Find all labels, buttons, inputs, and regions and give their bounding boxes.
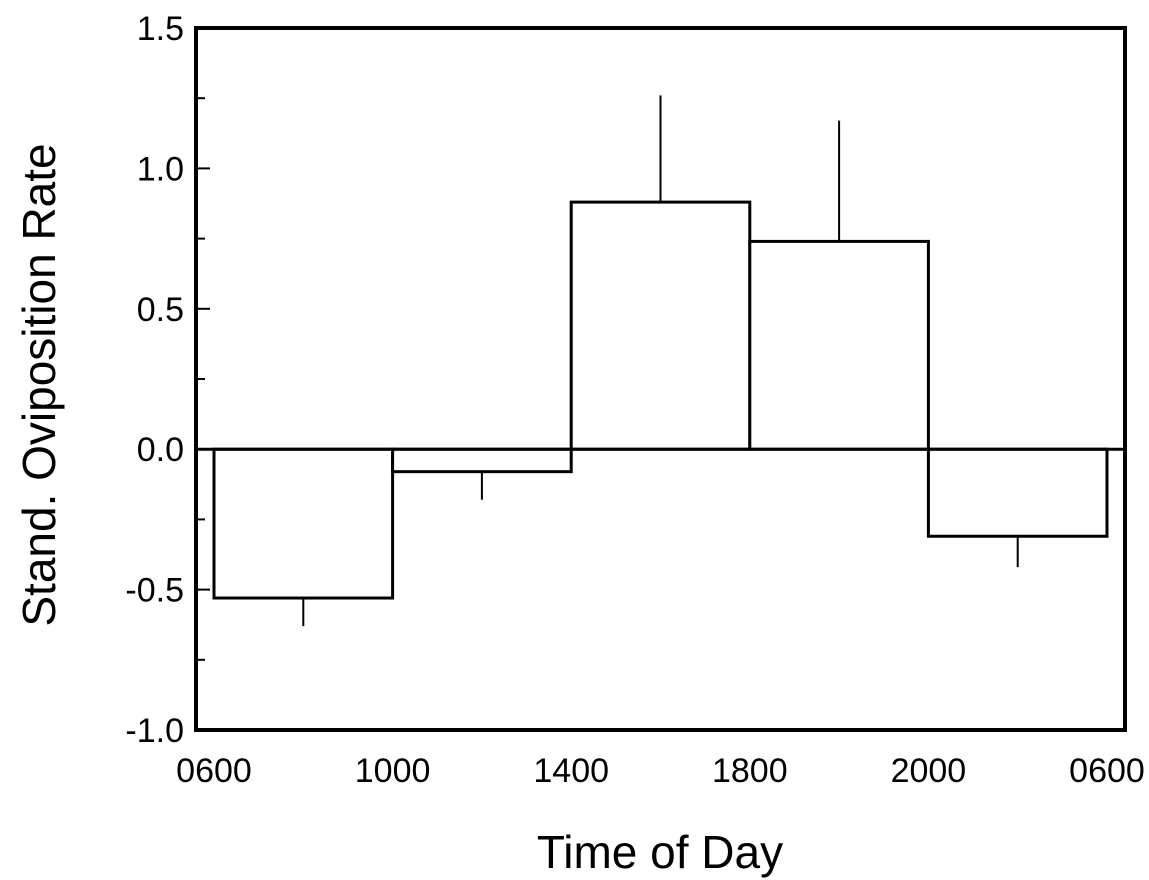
x-tick-label: 2000: [891, 752, 967, 790]
x-tick-label: 0600: [1069, 752, 1145, 790]
y-axis-title: Stand. Oviposition Rate: [13, 143, 65, 626]
y-tick-label: 1.5: [137, 10, 184, 48]
y-tick-label: -0.5: [125, 572, 184, 610]
x-tick-label: 1400: [533, 752, 609, 790]
x-tick-label: 0600: [176, 752, 252, 790]
x-axis-title: Time of Day: [537, 826, 783, 878]
bar: [926, 447, 1109, 538]
bar: [569, 200, 752, 451]
bar: [212, 447, 395, 600]
y-tick-label: 0.0: [137, 431, 184, 469]
y-tick-label: 1.0: [137, 150, 184, 188]
bar: [391, 447, 573, 474]
x-tick-label: 1800: [712, 752, 788, 790]
x-tick-label: 1000: [355, 752, 431, 790]
bar: [748, 239, 930, 451]
y-tick-label: -1.0: [125, 712, 184, 750]
y-tick-label: 0.5: [137, 291, 184, 329]
